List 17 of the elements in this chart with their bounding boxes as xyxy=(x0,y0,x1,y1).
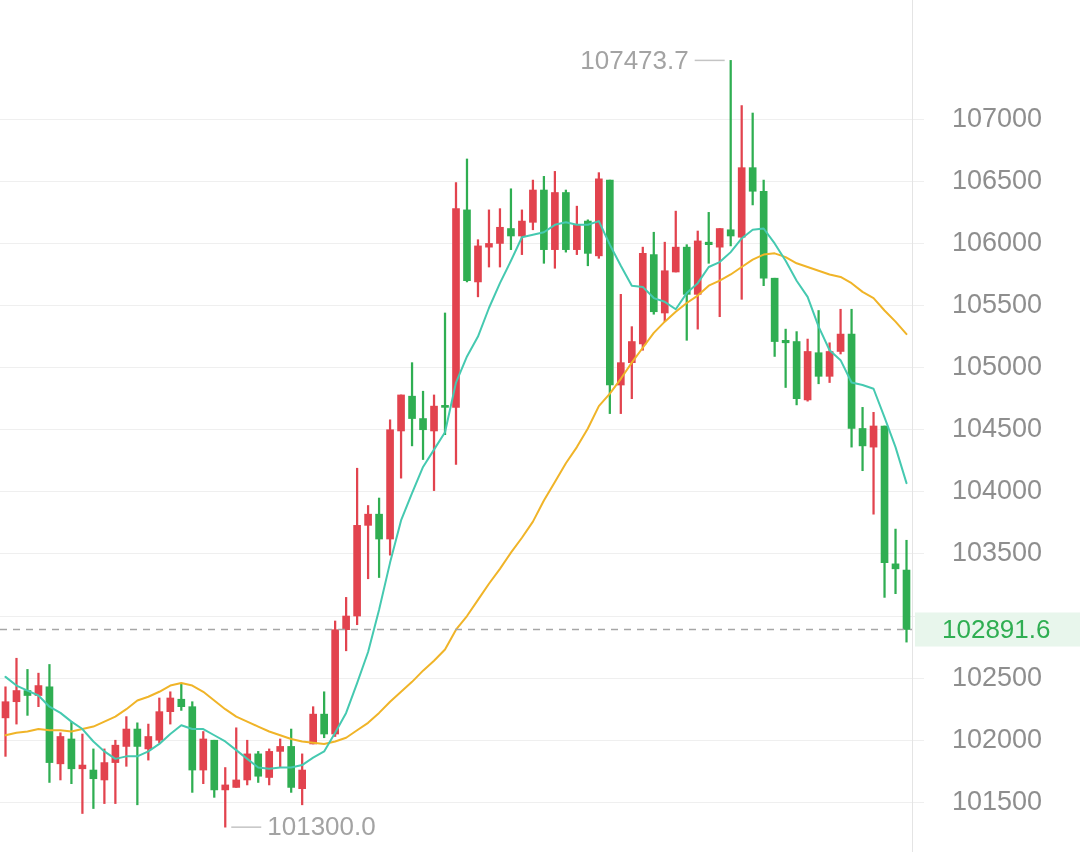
y-tick-label: 102000 xyxy=(952,723,1043,754)
candlestick xyxy=(12,657,21,725)
y-tick-label: 101500 xyxy=(952,785,1043,816)
y-tick-label: 104000 xyxy=(952,475,1043,506)
y-tick-label: 104500 xyxy=(952,413,1043,444)
y-tick-label: 105000 xyxy=(952,351,1043,382)
y-tick-label: 107000 xyxy=(952,102,1043,133)
candlestick xyxy=(858,407,867,472)
y-tick-label: 106000 xyxy=(952,226,1043,257)
candlestick xyxy=(1,686,10,757)
y-tick-label: 103500 xyxy=(952,537,1043,568)
annotation: 101300.0 xyxy=(267,811,376,842)
y-tick-label: 102500 xyxy=(952,661,1043,692)
ref-line-label: 102891.6 xyxy=(942,613,1051,644)
annotation: 107473.7 xyxy=(580,44,689,75)
y-tick-label: 106500 xyxy=(952,164,1043,195)
y-tick-label: 105500 xyxy=(952,288,1043,319)
